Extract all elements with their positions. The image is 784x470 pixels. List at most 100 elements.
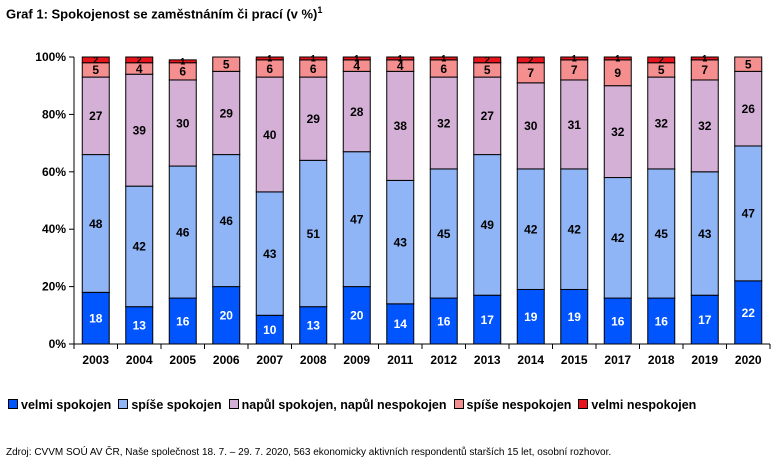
data-label: 16 (176, 314, 190, 328)
bar-segment (647, 297, 676, 345)
data-label: 19 (568, 310, 582, 324)
bar-segment (342, 151, 371, 288)
data-label: 2 (137, 55, 142, 65)
data-label: 2 (659, 55, 664, 65)
data-label: 42 (611, 231, 625, 245)
bar-stack: 17 49 27 52 (473, 55, 502, 345)
bar-segment (690, 171, 719, 296)
data-label: 42 (568, 223, 582, 237)
data-label: 19 (524, 310, 538, 324)
bar-segment (255, 314, 284, 345)
data-label: 48 (89, 217, 103, 231)
title-footnote-mark: 1 (317, 5, 323, 15)
bar-stack: 18 48 27 52 (81, 55, 110, 345)
data-label: 45 (437, 227, 451, 241)
bar-segment (690, 294, 719, 345)
data-label: 13 (133, 319, 147, 333)
bar-segment (81, 154, 110, 293)
data-label: 47 (742, 207, 756, 221)
x-axis: 2003 2004 2005 2006 2007 2008 2009 2011 2012 2013… (73, 343, 771, 367)
bar-segment (168, 165, 197, 299)
data-label: 1 (398, 54, 403, 64)
bar-segment (560, 56, 589, 61)
bar-segment (734, 280, 763, 345)
data-label: 6 (179, 65, 186, 79)
bar-stack: 14 43 38 41 (386, 54, 415, 345)
bar-segment (125, 185, 154, 308)
x-tick-label: 2007 (256, 353, 283, 367)
bar-segment (212, 70, 241, 156)
data-label: 20 (220, 309, 234, 323)
y-axis: 0% 20% 40% 60% 80% 100% (35, 50, 75, 351)
data-label: 46 (220, 214, 234, 228)
bar-segment (734, 56, 763, 72)
data-label: 47 (350, 212, 364, 226)
data-label: 32 (611, 125, 625, 139)
bar-segment (647, 168, 676, 299)
bar-segment (299, 306, 328, 345)
x-tick-label: 2004 (126, 353, 153, 367)
data-label: 4 (397, 59, 404, 73)
data-label: 43 (394, 235, 408, 249)
data-label: 26 (742, 102, 756, 116)
data-label: 2 (93, 55, 98, 65)
bars-area: 1848275213423942164630612046295104340611… (81, 54, 763, 345)
bar-segment (168, 59, 197, 64)
data-label: 39 (133, 124, 147, 138)
legend-label: velmi spokojen (21, 398, 112, 412)
data-label: 51 (307, 227, 321, 241)
legend-label: velmi nespokojen (591, 398, 697, 412)
legend-label: spíše nespokojen (466, 398, 572, 412)
data-label: 4 (136, 62, 143, 76)
data-label: 2 (485, 55, 490, 65)
x-tick-label: 2003 (82, 353, 109, 367)
bar-segment (516, 56, 545, 64)
y-tick-label: 60% (42, 165, 66, 179)
data-label: 1 (180, 57, 185, 67)
bar-segment (516, 82, 545, 170)
bar-segment (125, 56, 154, 64)
data-label: 22 (742, 306, 756, 320)
bar-segment (603, 85, 632, 179)
bar-segment (168, 79, 197, 167)
bar-segment (647, 56, 676, 64)
data-label: 29 (307, 112, 321, 126)
data-label: 42 (524, 223, 538, 237)
data-label: 5 (223, 57, 230, 71)
data-label: 7 (571, 63, 578, 77)
data-label: 5 (484, 63, 491, 77)
data-label: 49 (481, 218, 495, 232)
legend-swatch (8, 399, 18, 409)
bar-stack: 10 43 40 61 (255, 54, 284, 345)
data-label: 29 (220, 106, 234, 120)
data-label: 20 (350, 309, 364, 323)
legend-swatch (453, 399, 464, 409)
x-tick-label: 2015 (561, 353, 588, 367)
bar-segment (516, 288, 545, 345)
legend-label: spíše spokojen (131, 398, 222, 412)
data-label: 45 (655, 227, 669, 241)
bar-segment (429, 56, 458, 61)
data-label: 1 (311, 54, 316, 64)
data-label: 32 (655, 116, 669, 130)
bar-segment (473, 76, 502, 156)
bar-segment (386, 179, 415, 305)
bar-segment (255, 76, 284, 193)
bar-segment (255, 56, 284, 61)
data-label: 30 (524, 119, 538, 133)
x-tick-label: 2013 (474, 353, 501, 367)
x-tick-label: 2008 (300, 353, 327, 367)
bar-stack: 16 45 32 52 (647, 55, 676, 345)
x-tick-label: 2006 (213, 353, 240, 367)
data-label: 43 (263, 247, 277, 261)
data-label: 1 (572, 54, 577, 64)
data-label: 42 (133, 240, 147, 254)
bar-stack: 13 42 39 42 (125, 55, 154, 345)
stacked-bar-chart: 0%20%40%60%80%100% 184827521342394216463… (35, 50, 771, 367)
bar-segment (603, 56, 632, 61)
data-label: 6 (310, 62, 317, 76)
data-label: 2 (528, 55, 533, 65)
bar-stack: 16 45 32 61 (429, 54, 458, 345)
data-label: 31 (568, 118, 582, 132)
bar-segment (299, 76, 328, 161)
